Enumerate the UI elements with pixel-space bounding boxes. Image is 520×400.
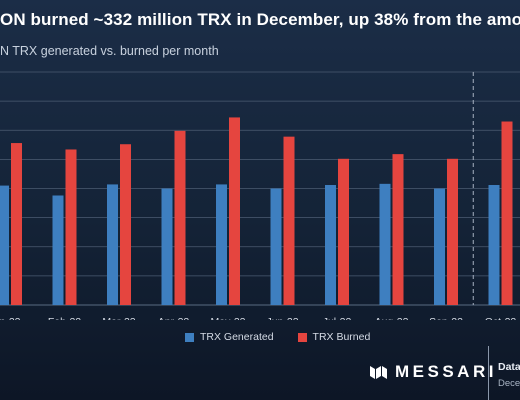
chart-subtitle: N TRX generated vs. burned per month xyxy=(0,44,219,58)
bar-burned xyxy=(174,130,186,305)
bar-generated xyxy=(434,188,445,305)
bar-burned xyxy=(501,121,513,305)
x-tick-label: Aug-22 xyxy=(375,316,409,320)
bar-generated xyxy=(488,185,500,305)
bar-burned xyxy=(338,158,349,305)
x-tick-label: n-22 xyxy=(0,316,21,320)
x-tick-label: Mar-22 xyxy=(102,316,135,320)
legend-item-generated: TRX Generated xyxy=(185,331,274,343)
data-source-label: Data a xyxy=(498,361,520,373)
x-tick-label: Sep-22 xyxy=(429,316,463,320)
x-tick-label: Jun-22 xyxy=(266,316,298,320)
bar-generated xyxy=(107,184,118,305)
bar-burned xyxy=(392,154,404,305)
bar-generated xyxy=(379,183,391,305)
bar-burned xyxy=(120,144,131,305)
bar-generated xyxy=(161,188,173,305)
x-tick-label: Jul-22 xyxy=(323,316,352,320)
gridlines xyxy=(0,71,520,306)
bars xyxy=(0,117,513,305)
bar-burned xyxy=(65,149,77,305)
bar-burned xyxy=(229,117,240,305)
bar-generated xyxy=(216,184,227,305)
bar-generated xyxy=(325,185,336,305)
legend-label-generated: TRX Generated xyxy=(200,331,274,343)
legend-item-burned: TRX Burned xyxy=(297,331,371,343)
x-tick-label: Feb-22 xyxy=(48,316,81,320)
brand-name: MESSARI xyxy=(395,362,497,381)
x-axis-labels: n-22 Feb-22 Mar-22 Apr-22 May-22 Jun-22 Jul-22… xyxy=(0,316,517,320)
chart-title: ON burned ~332 million TRX in December, … xyxy=(0,10,520,29)
bar-burned xyxy=(11,143,22,305)
bar-generated xyxy=(52,195,64,305)
bar-generated xyxy=(270,188,282,305)
bar-burned xyxy=(283,136,295,305)
x-tick-label: Apr-22 xyxy=(158,316,190,320)
messari-logo: MESSARI xyxy=(370,362,497,382)
legend-label-burned: TRX Burned xyxy=(312,331,371,343)
bar-generated xyxy=(0,185,9,305)
legend-swatch-burned xyxy=(297,332,307,342)
bar-burned xyxy=(447,158,458,305)
x-tick-label: May-22 xyxy=(210,316,245,320)
bar-chart: n-22 Feb-22 Mar-22 Apr-22 May-22 Jun-22 Jul-22… xyxy=(0,71,520,320)
data-date-label: Decem xyxy=(498,378,520,389)
legend: TRX Generated TRX Burned xyxy=(185,331,394,343)
footer-divider xyxy=(488,346,489,400)
legend-swatch-generated xyxy=(185,332,194,342)
x-tick-label: Oct-22 xyxy=(485,316,517,320)
messari-mark-icon xyxy=(370,366,387,379)
